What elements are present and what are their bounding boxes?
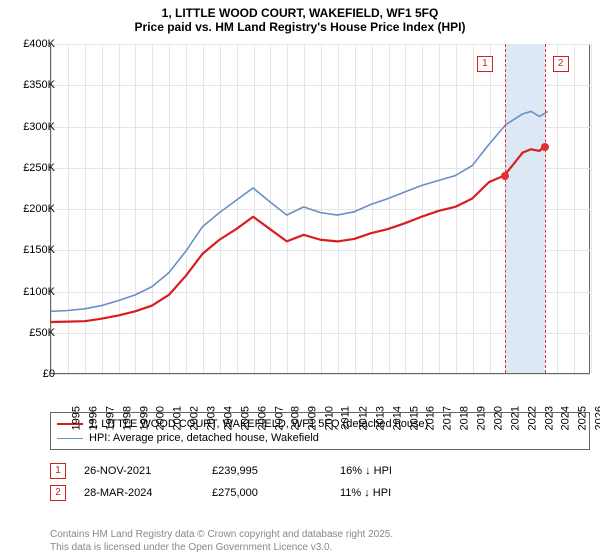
sale-badge-1: 1 xyxy=(50,463,66,479)
x-tick-label: 2006 xyxy=(256,406,268,430)
title-line-1: 1, LITTLE WOOD COURT, WAKEFIELD, WF1 5FQ xyxy=(0,6,600,20)
x-tick-label: 2020 xyxy=(492,406,504,430)
marker-dot-1 xyxy=(501,172,509,180)
title-line-2: Price paid vs. HM Land Registry's House … xyxy=(0,20,600,34)
sale-row-2: 2 28-MAR-2024 £275,000 11% ↓ HPI xyxy=(50,482,590,504)
x-tick-label: 2014 xyxy=(391,406,403,430)
sale-badge-2: 2 xyxy=(50,485,66,501)
x-tick-label: 2013 xyxy=(374,406,386,430)
marker-line-2 xyxy=(545,44,546,373)
x-tick-label: 1999 xyxy=(138,406,150,430)
x-tick-label: 2024 xyxy=(560,406,572,430)
x-tick-label: 2021 xyxy=(509,406,521,430)
marker-badge-2: 2 xyxy=(553,56,569,72)
x-tick-label: 2005 xyxy=(239,406,251,430)
x-tick-label: 2009 xyxy=(307,406,319,430)
footer-attribution: Contains HM Land Registry data © Crown c… xyxy=(50,528,393,554)
x-tick-label: 2007 xyxy=(273,406,285,430)
sale-date-1: 26-NOV-2021 xyxy=(84,465,194,477)
x-tick-label: 2026 xyxy=(594,406,600,430)
x-tick-label: 1998 xyxy=(121,406,133,430)
sale-delta-2: 11% ↓ HPI xyxy=(340,487,450,499)
sales-table: 1 26-NOV-2021 £239,995 16% ↓ HPI 2 28-MA… xyxy=(50,460,590,504)
series-line-hpi xyxy=(51,111,548,311)
marker-line-1 xyxy=(505,44,506,373)
sale-row-1: 1 26-NOV-2021 £239,995 16% ↓ HPI xyxy=(50,460,590,482)
chart-plot-area: 12 xyxy=(50,44,590,374)
x-tick-label: 2012 xyxy=(357,406,369,430)
x-tick-label: 2023 xyxy=(543,406,555,430)
chart-lines-svg xyxy=(51,44,590,373)
x-tick-label: 2004 xyxy=(222,406,234,430)
sale-price-1: £239,995 xyxy=(212,465,322,477)
x-tick-label: 2019 xyxy=(475,406,487,430)
x-tick-label: 2015 xyxy=(408,406,420,430)
x-tick-label: 2011 xyxy=(340,406,352,430)
x-tick-label: 2010 xyxy=(324,406,336,430)
gridline-h xyxy=(51,374,590,375)
footer-line-2: This data is licensed under the Open Gov… xyxy=(50,541,393,554)
legend-row-hpi: HPI: Average price, detached house, Wake… xyxy=(57,431,583,445)
x-tick-label: 2000 xyxy=(155,406,167,430)
x-tick-label: 2018 xyxy=(459,406,471,430)
chart-title: 1, LITTLE WOOD COURT, WAKEFIELD, WF1 5FQ… xyxy=(0,0,600,38)
legend-swatch-hpi xyxy=(57,438,83,439)
legend-label-hpi: HPI: Average price, detached house, Wake… xyxy=(89,432,319,444)
x-tick-label: 2002 xyxy=(189,406,201,430)
x-tick-label: 2022 xyxy=(526,406,538,430)
x-tick-label: 1996 xyxy=(87,406,99,430)
x-tick-label: 2025 xyxy=(577,406,589,430)
marker-badge-1: 1 xyxy=(477,56,493,72)
x-tick-label: 2001 xyxy=(172,406,184,430)
sale-date-2: 28-MAR-2024 xyxy=(84,487,194,499)
gridline-v xyxy=(591,44,592,373)
x-tick-label: 2003 xyxy=(205,406,217,430)
sale-delta-1: 16% ↓ HPI xyxy=(340,465,450,477)
x-tick-label: 1995 xyxy=(70,406,82,430)
sale-price-2: £275,000 xyxy=(212,487,322,499)
series-line-price_paid xyxy=(51,147,544,322)
x-tick-label: 1997 xyxy=(104,406,116,430)
marker-dot-2 xyxy=(541,143,549,151)
x-tick-label: 2016 xyxy=(425,406,437,430)
x-tick-label: 2008 xyxy=(290,406,302,430)
footer-line-1: Contains HM Land Registry data © Crown c… xyxy=(50,528,393,541)
x-tick-label: 2017 xyxy=(442,406,454,430)
